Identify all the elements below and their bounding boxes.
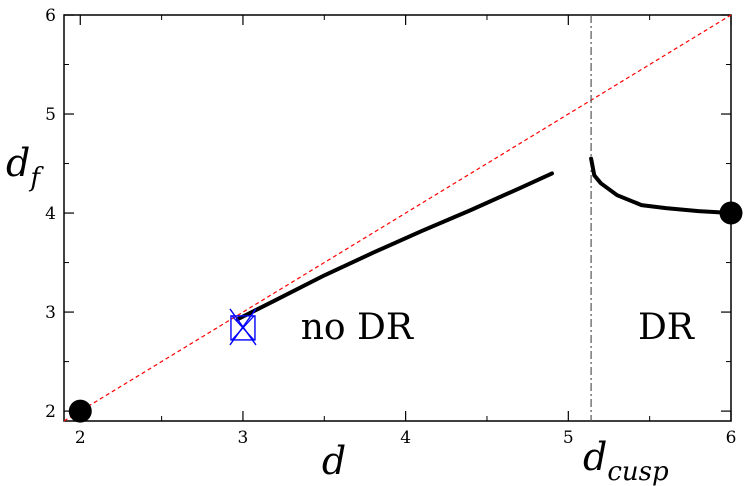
cusp-label: dcusp [583,435,669,486]
y-axis-label-sub: f [28,163,44,193]
x-tick-label: 5 [563,428,574,448]
y-axis-label: df [6,141,44,193]
reference-line [63,14,732,422]
x-tick-label: 4 [400,428,411,448]
series-line-2 [589,156,733,215]
x-tick-label: 3 [238,428,249,448]
annotation-no-dr: no DR [301,307,414,348]
annotation-dr: DR [638,307,695,348]
y-tick-label: 2 [45,402,56,422]
series-line-1 [236,171,554,321]
reference-line-group [63,14,732,422]
square-cross-marker [229,308,257,346]
marker-cross-d [231,315,255,341]
y-axis-label-main: d [6,141,30,185]
x-tick-label: 2 [75,428,86,448]
y-tick-label: 6 [45,6,56,26]
y-tick-label: 5 [45,105,56,125]
endpoint-dot [68,399,92,423]
marker-square [230,315,256,341]
y-tick-label: 4 [45,204,56,224]
marker-group [229,308,257,346]
series-group [236,156,733,321]
y-tick-label: 3 [45,303,56,323]
ticks: 2 3 4 5 6 2 3 4 5 6 [45,6,736,448]
x-tick-label: 6 [726,428,737,448]
point-group [68,201,743,423]
cusp-label-main: d [583,435,607,479]
x-axis-label: d [322,439,346,483]
endpoint-dot [719,201,743,225]
marker-cross-b [229,308,257,346]
cusp-label-sub: cusp [607,457,669,486]
